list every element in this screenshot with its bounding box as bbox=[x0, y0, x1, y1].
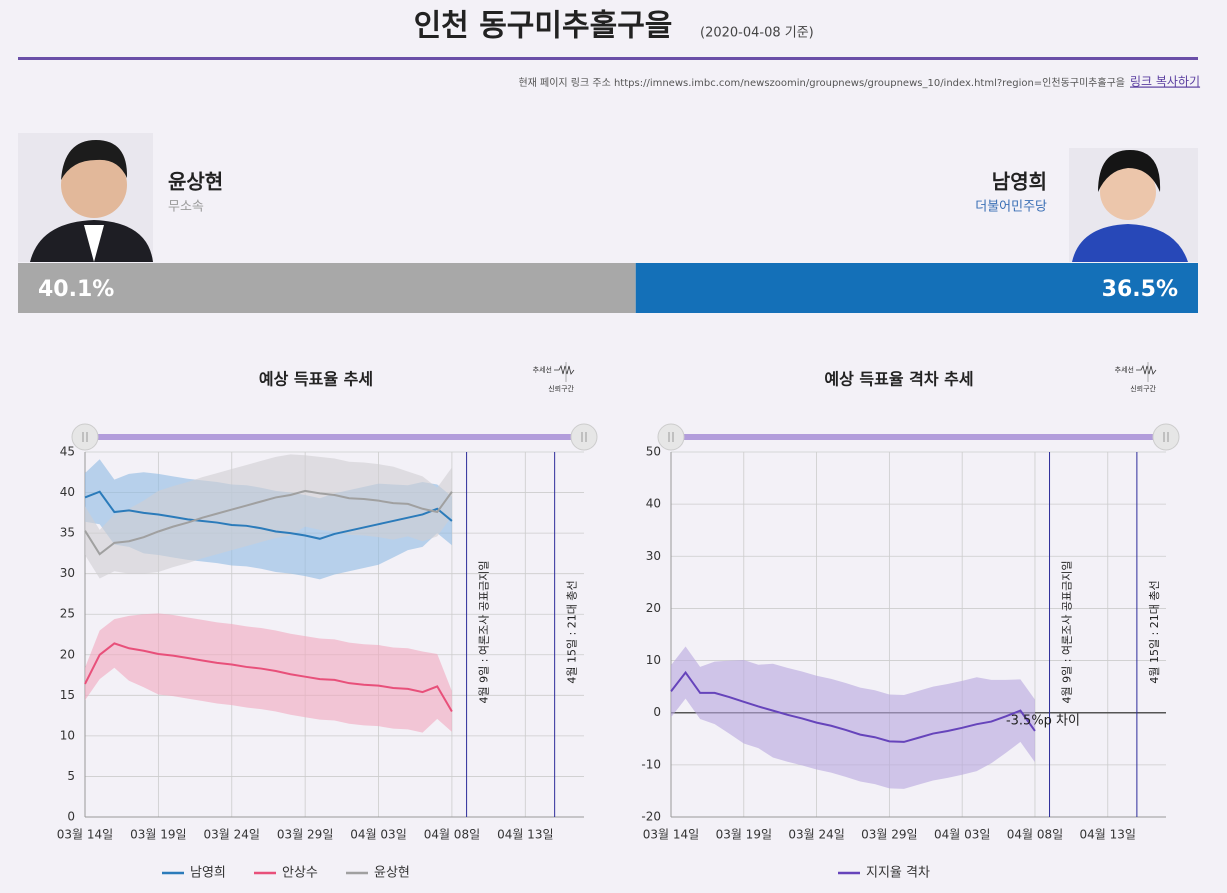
x-tick-label: 04월 03일 bbox=[350, 828, 406, 842]
y-tick-label: 5 bbox=[67, 769, 75, 783]
confidence-band bbox=[85, 454, 452, 579]
candidate-photo bbox=[18, 133, 153, 262]
y-tick-label: 0 bbox=[67, 810, 75, 824]
legend-note: 신뢰구간 bbox=[1130, 384, 1156, 393]
y-tick-label: 40 bbox=[646, 497, 661, 511]
y-tick-label: 10 bbox=[646, 653, 661, 667]
range-handle[interactable] bbox=[657, 423, 685, 451]
x-tick-label: 03월 14일 bbox=[643, 828, 699, 842]
y-tick-label: 15 bbox=[60, 688, 75, 702]
candidate-name: 남영희 bbox=[992, 170, 1047, 194]
range-handle[interactable] bbox=[1152, 423, 1180, 451]
chart-title: 예상 득표율 추세 bbox=[259, 370, 373, 389]
x-tick-label: 03월 19일 bbox=[130, 828, 186, 842]
y-tick-label: 20 bbox=[646, 601, 661, 615]
range-handle[interactable] bbox=[71, 423, 99, 451]
copy-link[interactable]: 링크 복사하기 bbox=[1130, 75, 1200, 89]
event-label: 4월 15일 : 21대 총선 bbox=[1147, 580, 1161, 683]
x-tick-label: 04월 13일 bbox=[1080, 828, 1136, 842]
x-tick-label: 03월 24일 bbox=[204, 828, 260, 842]
legend-note-icon bbox=[554, 364, 575, 375]
date-note: (2020-04-08 기준) bbox=[700, 26, 814, 41]
y-tick-label: 50 bbox=[646, 445, 661, 459]
trend-line bbox=[84, 490, 453, 540]
link-address: 현재 페이지 링크 주소 https://imnews.imbc.com/new… bbox=[518, 76, 1125, 89]
event-label: 4월 9일 : 여론조사 공표금지일 bbox=[1060, 560, 1074, 703]
y-tick-label: 35 bbox=[60, 526, 75, 540]
page-title: 인천 동구미추홀구을 bbox=[414, 9, 673, 44]
event-label: 4월 9일 : 여론조사 공표금지일 bbox=[477, 560, 491, 703]
range-handle[interactable] bbox=[570, 423, 598, 451]
legend-note: 추세선 bbox=[1115, 365, 1134, 374]
x-tick-label: 04월 13일 bbox=[497, 828, 553, 842]
trend-line bbox=[84, 489, 453, 556]
candidate-name: 윤상현 bbox=[168, 170, 223, 194]
x-tick-label: 03월 14일 bbox=[57, 828, 113, 842]
x-tick-label: 04월 08일 bbox=[1007, 828, 1063, 842]
candidate-party: 더불어민주당 bbox=[975, 200, 1047, 215]
legend-note: 추세선 bbox=[533, 365, 552, 374]
x-tick-label: 04월 08일 bbox=[424, 828, 480, 842]
confidence-band bbox=[671, 646, 1035, 789]
title-rule bbox=[18, 57, 1198, 60]
share-bar bbox=[635, 263, 1198, 313]
chart-title: 예상 득표율 격차 추세 bbox=[824, 370, 973, 389]
y-tick-label: -10 bbox=[641, 757, 661, 771]
legend-label: 지지율 격차 bbox=[866, 866, 930, 881]
candidate-photo bbox=[1069, 148, 1198, 262]
event-label: 4월 15일 : 21대 총선 bbox=[565, 580, 579, 683]
y-tick-label: 25 bbox=[60, 607, 75, 621]
range-handle-grip bbox=[581, 432, 587, 442]
y-tick-label: 10 bbox=[60, 728, 75, 742]
y-tick-label: 40 bbox=[60, 485, 75, 499]
x-tick-label: 03월 24일 bbox=[788, 828, 844, 842]
range-handle-grip bbox=[1163, 432, 1169, 442]
legend-label: 안상수 bbox=[282, 866, 318, 881]
y-tick-label: 20 bbox=[60, 647, 75, 661]
share-label: 36.5% bbox=[1102, 277, 1178, 302]
legend-label: 윤상현 bbox=[374, 866, 410, 881]
y-tick-label: 0 bbox=[653, 705, 661, 719]
share-bar bbox=[18, 263, 636, 313]
legend-label: 남영희 bbox=[190, 866, 226, 881]
y-tick-label: 30 bbox=[60, 566, 75, 580]
legend-note-icon bbox=[1136, 364, 1157, 375]
confidence-band bbox=[85, 613, 452, 733]
trend-line bbox=[670, 670, 1036, 743]
y-tick-label: -20 bbox=[641, 810, 661, 824]
legend-note: 신뢰구간 bbox=[548, 384, 574, 393]
range-handle-grip bbox=[668, 432, 674, 442]
y-tick-label: 30 bbox=[646, 549, 661, 563]
x-tick-label: 04월 03일 bbox=[934, 828, 990, 842]
trend-line bbox=[84, 642, 453, 713]
candidate-party: 무소속 bbox=[168, 200, 204, 215]
share-label: 40.1% bbox=[38, 277, 114, 302]
range-handle-grip bbox=[82, 432, 88, 442]
x-tick-label: 03월 29일 bbox=[861, 828, 917, 842]
x-tick-label: 03월 19일 bbox=[716, 828, 772, 842]
y-tick-label: 45 bbox=[60, 445, 75, 459]
x-tick-label: 03월 29일 bbox=[277, 828, 333, 842]
gap-annotation: -3.5%p 차이 bbox=[1006, 713, 1080, 728]
